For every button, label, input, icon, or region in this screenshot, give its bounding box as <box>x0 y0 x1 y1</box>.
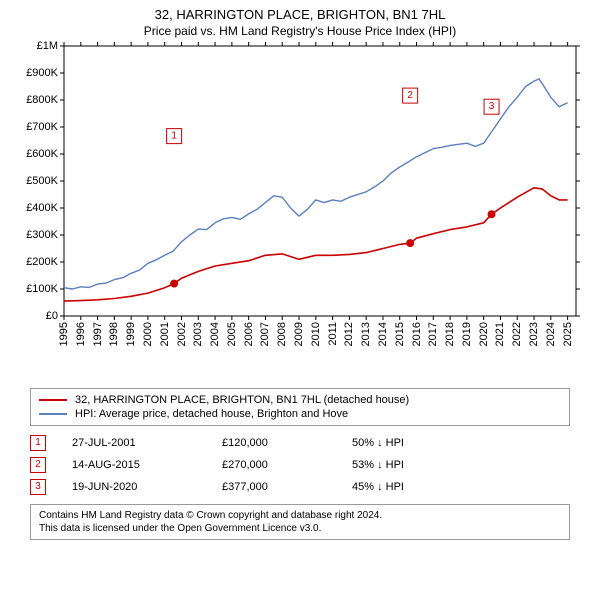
svg-text:3: 3 <box>489 101 495 112</box>
y-tick-label: £600K <box>20 148 58 160</box>
x-tick-label: 2016 <box>411 322 423 346</box>
x-tick-label: 2008 <box>276 322 288 346</box>
x-tick-label: 2025 <box>562 322 574 346</box>
sale-marker-badge: 3 <box>30 479 46 495</box>
sales-row: 214-AUG-2015£270,00053% ↓ HPI <box>30 454 570 476</box>
x-tick-label: 1998 <box>108 322 120 346</box>
sale-date: 27-JUL-2001 <box>46 437 222 449</box>
x-tick-label: 2024 <box>545 322 557 346</box>
sale-date: 19-JUN-2020 <box>46 481 222 493</box>
x-tick-label: 2000 <box>142 322 154 346</box>
sales-table: 127-JUL-2001£120,00050% ↓ HPI214-AUG-201… <box>30 432 570 498</box>
sale-marker-badge: 1 <box>30 435 46 451</box>
x-tick-label: 1996 <box>75 322 87 346</box>
x-tick-label: 2022 <box>511 322 523 346</box>
sale-price: £120,000 <box>222 437 352 449</box>
y-tick-label: £900K <box>20 67 58 79</box>
chart-title: 32, HARRINGTON PLACE, BRIGHTON, BN1 7HL <box>8 6 592 24</box>
legend-item: HPI: Average price, detached house, Brig… <box>39 407 561 421</box>
x-tick-label: 2015 <box>394 322 406 346</box>
sales-row: 127-JUL-2001£120,00050% ↓ HPI <box>30 432 570 454</box>
x-tick-label: 2020 <box>478 322 490 346</box>
legend-label: HPI: Average price, detached house, Brig… <box>75 408 348 420</box>
x-tick-label: 2021 <box>494 322 506 346</box>
legend: 32, HARRINGTON PLACE, BRIGHTON, BN1 7HL … <box>30 388 570 426</box>
legend-item: 32, HARRINGTON PLACE, BRIGHTON, BN1 7HL … <box>39 393 561 407</box>
y-tick-label: £500K <box>20 175 58 187</box>
x-tick-label: 1995 <box>58 322 70 346</box>
x-tick-label: 2012 <box>343 322 355 346</box>
sale-hpi-diff: 50% ↓ HPI <box>352 437 472 449</box>
sale-price: £270,000 <box>222 459 352 471</box>
y-tick-label: £300K <box>20 229 58 241</box>
legend-swatch <box>39 399 67 401</box>
x-tick-label: 2001 <box>159 322 171 346</box>
legend-swatch <box>39 413 67 415</box>
y-tick-label: £0 <box>20 310 58 322</box>
x-tick-label: 1997 <box>92 322 104 346</box>
chart-container: 32, HARRINGTON PLACE, BRIGHTON, BN1 7HL … <box>0 0 600 548</box>
license-notice: Contains HM Land Registry data © Crown c… <box>30 504 570 540</box>
x-tick-label: 2007 <box>259 322 271 346</box>
svg-text:1: 1 <box>171 130 177 141</box>
x-tick-label: 2013 <box>360 322 372 346</box>
sale-hpi-diff: 45% ↓ HPI <box>352 481 472 493</box>
plot-area: £0 £100K £200K £300K £400K £500K £600K £700K £80… <box>20 42 580 342</box>
x-tick-label: 2017 <box>427 322 439 346</box>
y-tick-label: £400K <box>20 202 58 214</box>
x-tick-label: 2005 <box>226 322 238 346</box>
svg-text:2: 2 <box>407 90 413 101</box>
license-line-2: This data is licensed under the Open Gov… <box>39 522 561 535</box>
line-chart-svg: 1 2 3 <box>20 42 580 342</box>
x-tick-label: 1999 <box>125 322 137 346</box>
x-tick-label: 2011 <box>327 322 339 346</box>
sale-price: £377,000 <box>222 481 352 493</box>
y-tick-label: £700K <box>20 121 58 133</box>
x-tick-label: 2019 <box>461 322 473 346</box>
sale-marker-badge: 2 <box>30 457 46 473</box>
x-tick-label: 2006 <box>243 322 255 346</box>
y-tick-label: £800K <box>20 94 58 106</box>
x-tick-label: 2014 <box>377 322 389 346</box>
x-tick-label: 2023 <box>528 322 540 346</box>
x-tick-label: 2003 <box>192 322 204 346</box>
x-tick-label: 2002 <box>176 322 188 346</box>
y-tick-label: £100K <box>20 283 58 295</box>
y-tick-label: £200K <box>20 256 58 268</box>
x-tick-label: 2009 <box>293 322 305 346</box>
legend-label: 32, HARRINGTON PLACE, BRIGHTON, BN1 7HL … <box>75 394 409 406</box>
chart-subtitle: Price paid vs. HM Land Registry's House … <box>8 24 592 38</box>
x-tick-label: 2004 <box>209 322 221 346</box>
license-line-1: Contains HM Land Registry data © Crown c… <box>39 509 561 522</box>
sale-hpi-diff: 53% ↓ HPI <box>352 459 472 471</box>
x-tick-label: 2018 <box>444 322 456 346</box>
sales-row: 319-JUN-2020£377,00045% ↓ HPI <box>30 476 570 498</box>
y-tick-label: £1M <box>20 40 58 52</box>
x-tick-label: 2010 <box>310 322 322 346</box>
sale-date: 14-AUG-2015 <box>46 459 222 471</box>
